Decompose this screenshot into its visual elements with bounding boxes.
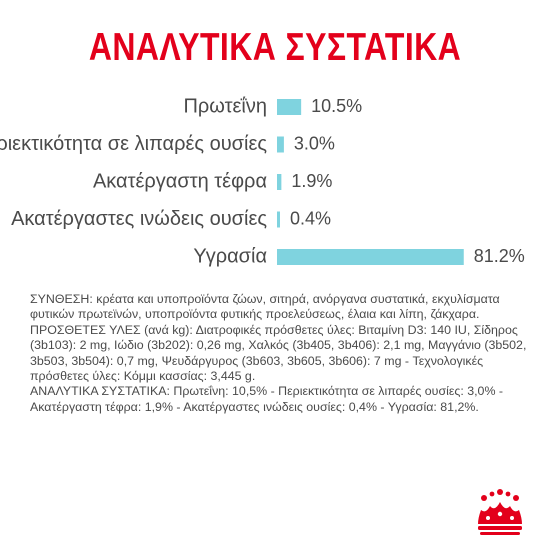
category-label: Πρωτεΐνη <box>183 95 267 117</box>
composition-text: ΣΥΝΘΕΣΗ: κρέατα και υποπροϊόντα ζώων, σι… <box>30 292 530 415</box>
bar <box>277 136 284 153</box>
category-label: Περιεκτικότητα σε λιπαρές ουσίες <box>0 133 267 155</box>
additives-paragraph: ΠΡΟΣΘΕΤΕΣ ΥΛΕΣ (ανά kg): Διατροφικές πρό… <box>30 322 527 384</box>
value-label: 0.4% <box>290 208 331 228</box>
category-label: Υγρασία <box>193 245 267 267</box>
value-label: 3.0% <box>294 133 335 153</box>
crown-icon <box>478 489 522 535</box>
category-label: Ακατέργαστες ινώδεις ουσίες <box>11 208 267 230</box>
bar <box>277 211 280 228</box>
bar <box>277 174 282 190</box>
analytical-constituents-chart: Πρωτεΐνη 10.5% Περιεκτικότητα σε λιπαρές ο… <box>0 95 525 267</box>
value-label: 81.2% <box>474 246 525 266</box>
page-title: ΑΝΑΛΥΤΙΚΑ ΣΥΣΤΑΤΙΚΑ <box>88 26 462 69</box>
value-label: 1.9% <box>291 171 332 191</box>
synthesis-paragraph: ΣΥΝΘΕΣΗ: κρέατα και υποπροϊόντα ζώων, σι… <box>30 292 500 322</box>
bar <box>277 249 464 265</box>
category-label: Ακατέργαστη τέφρα <box>93 170 267 192</box>
value-label: 10.5% <box>311 96 362 116</box>
bar <box>277 99 302 115</box>
analytical-paragraph: ΑΝΑΛΥΤΙΚΑ ΣΥΣΤΑΤΙΚΑ: Πρωτεΐνη: 10,5% - Π… <box>30 384 504 414</box>
